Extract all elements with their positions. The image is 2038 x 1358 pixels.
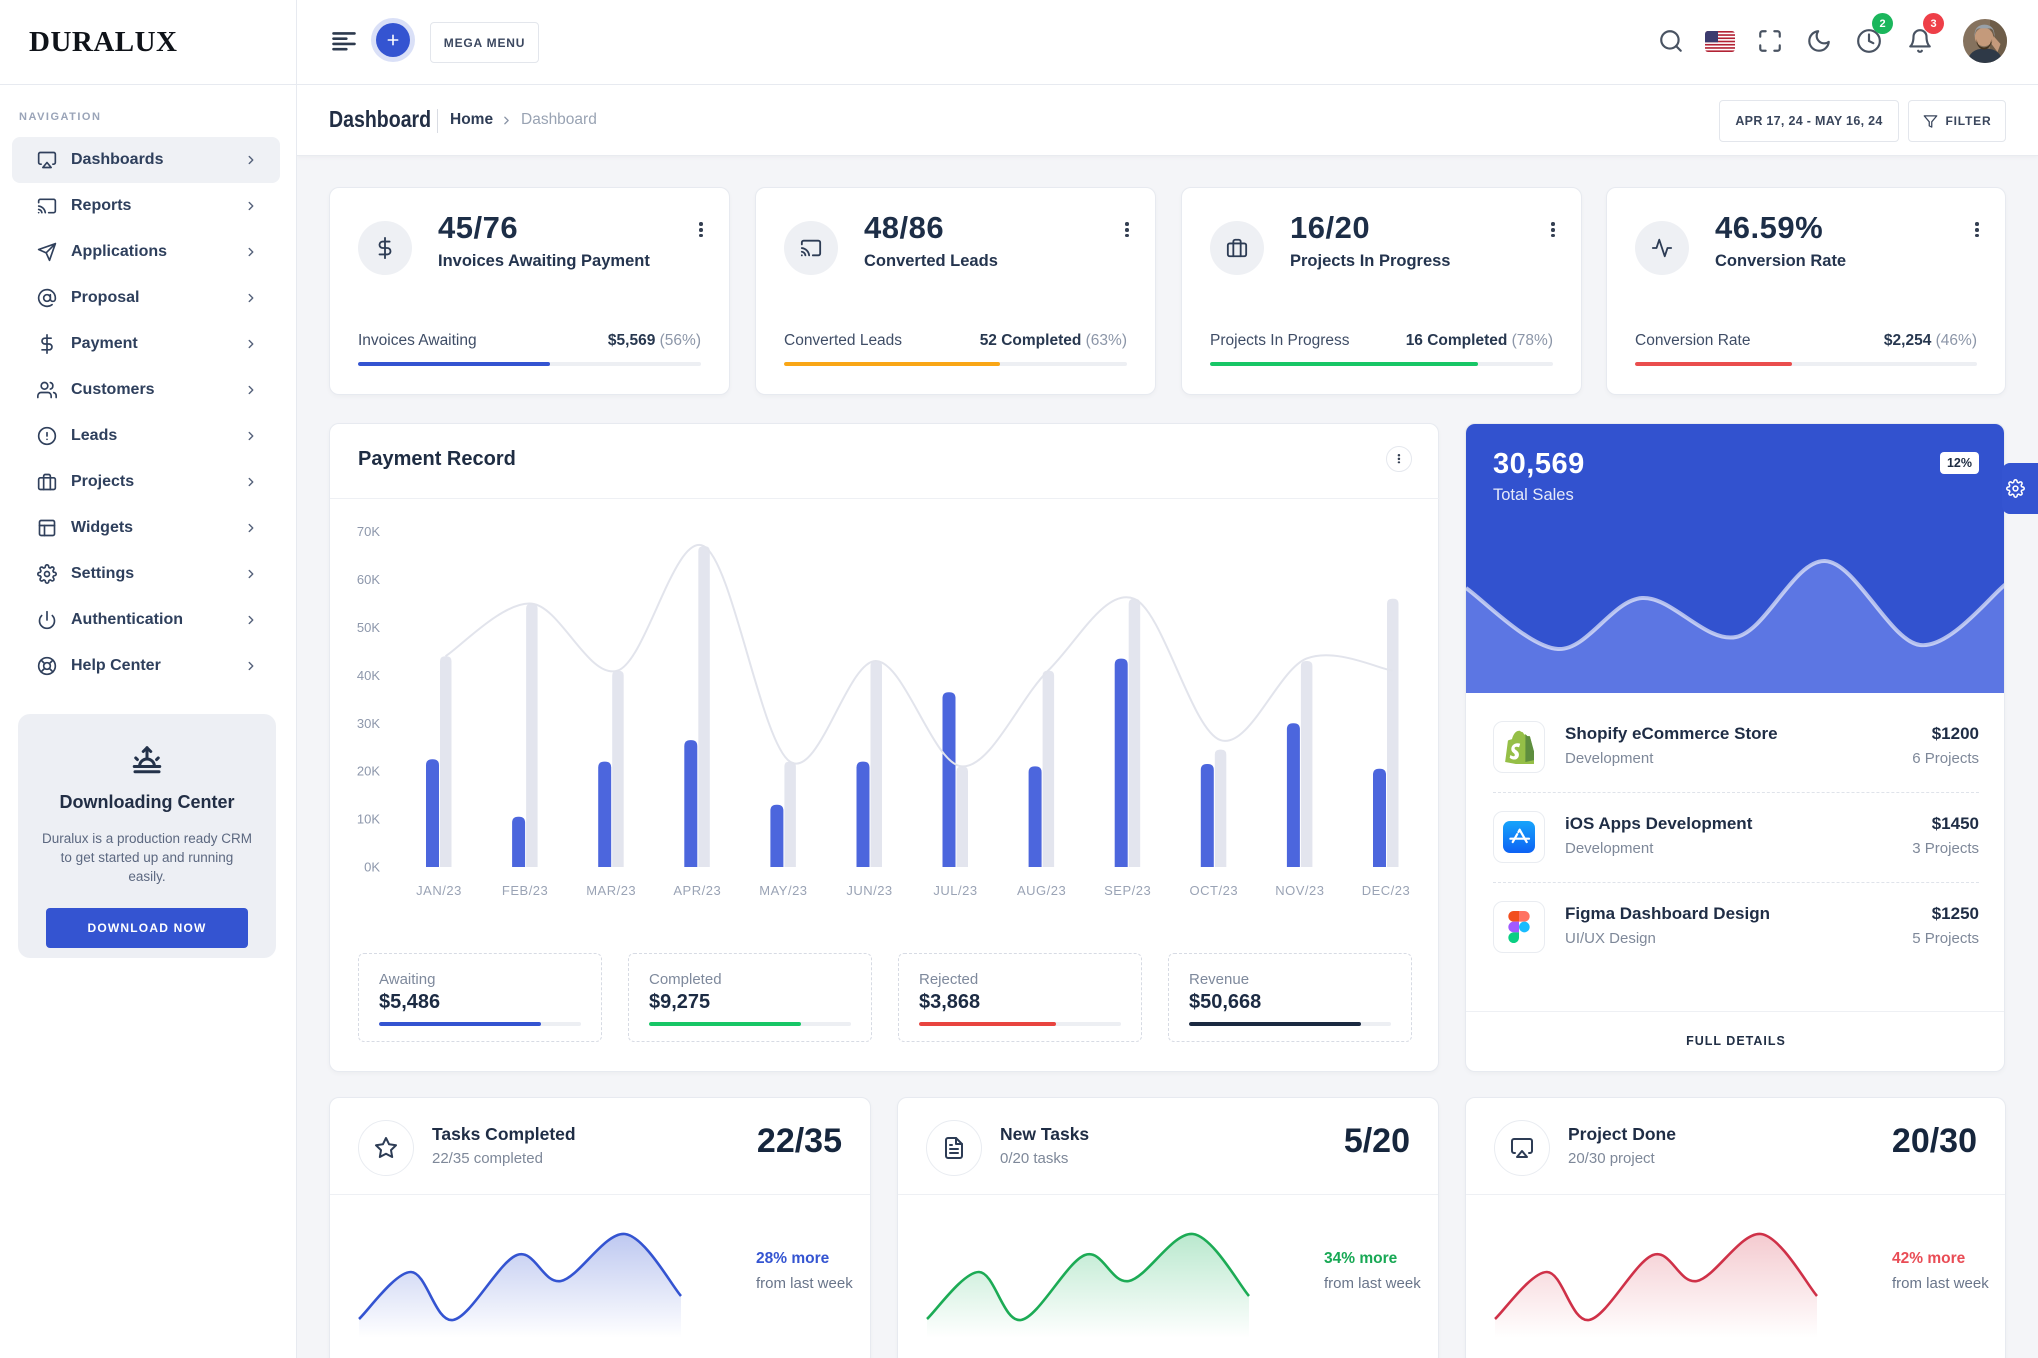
- svg-text:NOV/23: NOV/23: [1275, 883, 1324, 898]
- svg-text:FEB/23: FEB/23: [502, 883, 548, 898]
- svg-text:SEP/23: SEP/23: [1104, 883, 1151, 898]
- svg-text:10K: 10K: [357, 812, 380, 827]
- svg-text:DEC/23: DEC/23: [1362, 883, 1411, 898]
- svg-text:20K: 20K: [357, 764, 380, 779]
- svg-text:70K: 70K: [357, 524, 380, 539]
- svg-text:JUN/23: JUN/23: [846, 883, 892, 898]
- svg-text:MAR/23: MAR/23: [586, 883, 636, 898]
- svg-text:30K: 30K: [357, 716, 380, 731]
- svg-text:OCT/23: OCT/23: [1190, 883, 1239, 898]
- svg-text:60K: 60K: [357, 572, 380, 587]
- svg-text:JAN/23: JAN/23: [416, 883, 462, 898]
- svg-text:40K: 40K: [357, 668, 380, 683]
- svg-text:50K: 50K: [357, 620, 380, 635]
- svg-text:APR/23: APR/23: [673, 883, 721, 898]
- svg-text:0K: 0K: [364, 860, 380, 875]
- svg-text:AUG/23: AUG/23: [1017, 883, 1066, 898]
- svg-text:JUL/23: JUL/23: [933, 883, 977, 898]
- svg-text:MAY/23: MAY/23: [759, 883, 807, 898]
